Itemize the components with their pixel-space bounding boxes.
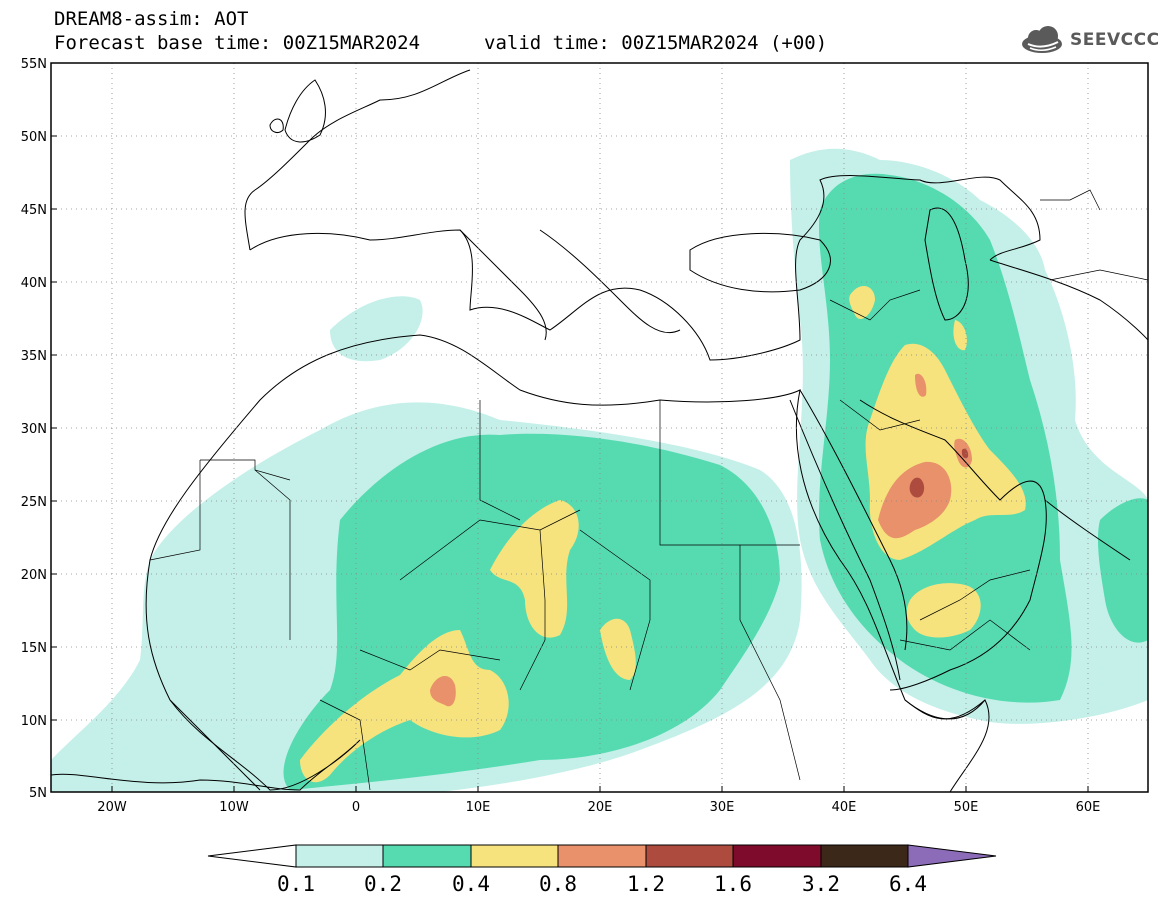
lon-label: 40E <box>832 800 857 815</box>
lat-label: 20N <box>21 568 47 583</box>
colorbar-label: 0.2 <box>364 872 402 896</box>
lat-label: 30N <box>21 422 47 437</box>
lon-label: 20W <box>97 800 127 815</box>
aot-field <box>51 148 1148 792</box>
ticks <box>51 62 1089 793</box>
lat-label: 25N <box>21 495 47 510</box>
lon-labels: 20W 10W 0 10E 20E 30E 40E 50E 60E <box>97 800 1100 815</box>
lat-label: 55N <box>21 57 47 72</box>
colorbar-label: 0.8 <box>539 872 577 896</box>
lat-label: 35N <box>21 349 47 364</box>
base-time: Forecast base time: 00Z15MAR2024 <box>54 32 421 54</box>
aot-level-1.2 <box>909 448 969 498</box>
lat-label: 40N <box>21 276 47 291</box>
colorbar-swatch <box>820 844 909 868</box>
colorbar-swatch <box>382 844 472 868</box>
colorbar-swatch <box>645 844 734 868</box>
colorbar-swatch <box>470 844 559 868</box>
lon-label: 10E <box>466 800 491 815</box>
lat-labels: 55N 50N 45N 40N 35N 30N 25N 20N 15N 10N … <box>21 57 47 801</box>
cloud-logo-icon <box>1022 26 1062 53</box>
colorbar-over-arrow <box>907 844 997 868</box>
colorbar-label: 1.6 <box>714 872 752 896</box>
colorbar-swatch <box>732 844 822 868</box>
lon-label: 20E <box>588 800 613 815</box>
lat-label: 5N <box>29 786 47 801</box>
lat-label: 50N <box>21 130 47 145</box>
lon-label: 50E <box>954 800 979 815</box>
product-title: DREAM8-assim: AOT <box>54 8 249 30</box>
colorbar-label: 1.2 <box>627 872 665 896</box>
colorbar-under-arrow <box>207 844 297 868</box>
lat-label: 10N <box>21 714 47 729</box>
colorbar-label: 0.4 <box>452 872 490 896</box>
colorbar-label: 3.2 <box>802 872 840 896</box>
lat-label: 45N <box>21 203 47 218</box>
lon-label: 10W <box>219 800 249 815</box>
lon-label: 0 <box>352 800 360 815</box>
colorbar-swatch <box>557 844 647 868</box>
logo-text: SEEVCCC <box>1070 30 1160 50</box>
aot-level-0.8 <box>430 373 972 707</box>
country-borders <box>149 189 1148 791</box>
valid-time: valid time: 00Z15MAR2024 (+00) <box>484 32 828 54</box>
lat-label: 15N <box>21 641 47 656</box>
lon-label: 60E <box>1076 800 1101 815</box>
coastlines <box>51 69 1148 792</box>
lon-label: 30E <box>710 800 735 815</box>
colorbar <box>207 844 997 868</box>
colorbar-labels: 0.1 0.2 0.4 0.8 1.2 1.6 3.2 6.4 <box>277 872 927 896</box>
colorbar-label: 6.4 <box>889 872 927 896</box>
colorbar-label: 0.1 <box>277 872 315 896</box>
colorbar-swatch <box>295 844 384 868</box>
